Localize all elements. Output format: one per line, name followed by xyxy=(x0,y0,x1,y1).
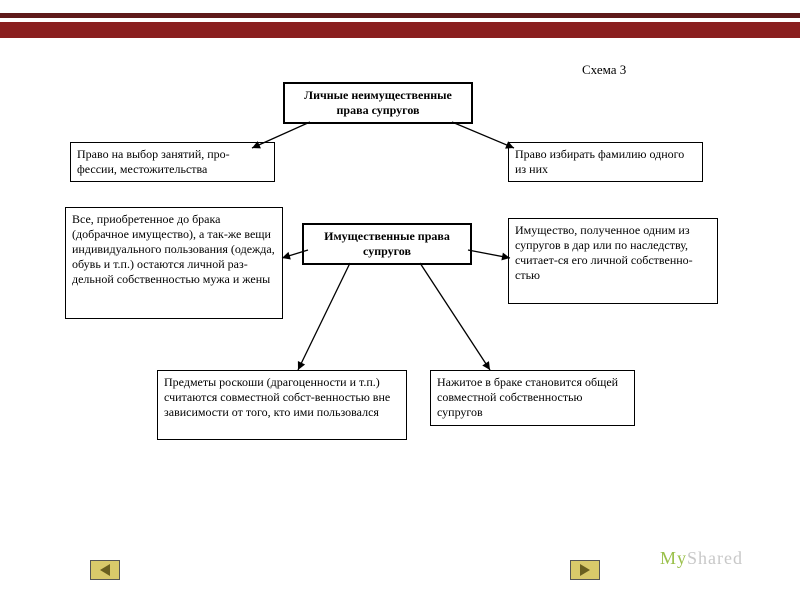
watermark-text: MyShared xyxy=(660,548,743,569)
personal-rights-title: Личные неимущественные права супругов xyxy=(283,82,473,124)
chevron-right-icon xyxy=(580,564,590,576)
chevron-left-icon xyxy=(100,564,110,576)
next-slide-button[interactable] xyxy=(570,560,600,580)
property-rights-ne-node: Имущество, полученное одним из супругов … xyxy=(508,218,718,304)
schema-number-label: Схема 3 xyxy=(582,62,626,78)
top-strip-main xyxy=(0,22,800,38)
property-rights-se-node: Нажитое в браке становится общей совмест… xyxy=(430,370,635,426)
prev-slide-button[interactable] xyxy=(90,560,120,580)
property-rights-title: Имущественные права супругов xyxy=(302,223,472,265)
diagram-canvas: Схема 3 Личные неимущественные права суп… xyxy=(0,0,800,600)
property-rights-sw-node: Предметы роскоши (драгоценности и т.п.) … xyxy=(157,370,407,440)
property-rights-nw-node: Все, приобретенное до брака (добрачное и… xyxy=(65,207,283,319)
personal-rights-left-node: Право на выбор занятий, про- фессии, мес… xyxy=(70,142,275,182)
top-strip-thin xyxy=(0,13,800,18)
personal-rights-right-node: Право избирать фамилию одного из них xyxy=(508,142,703,182)
